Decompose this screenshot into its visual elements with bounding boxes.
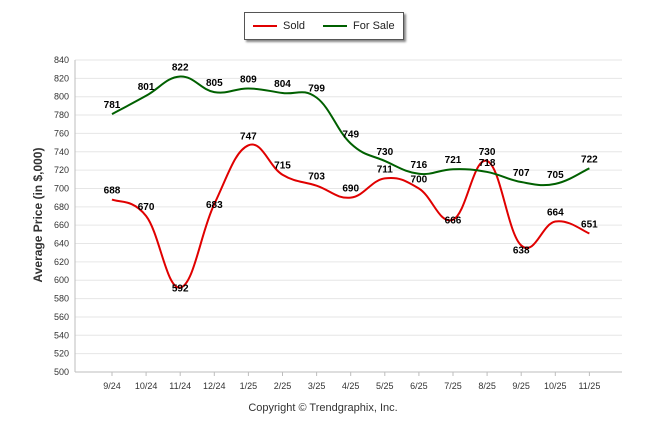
- y-tick-720: 720: [54, 165, 69, 175]
- sold-swatch: [253, 25, 277, 27]
- y-tick-760: 760: [54, 128, 69, 138]
- data-label-for-sale-1: 801: [138, 82, 155, 93]
- data-label-for-sale-13: 705: [547, 170, 564, 181]
- data-label-for-sale-6: 799: [308, 84, 325, 95]
- x-tick-12-24: 12/24: [203, 381, 226, 391]
- y-tick-800: 800: [54, 92, 69, 102]
- data-label-for-sale-7: 749: [342, 130, 359, 141]
- y-tick-820: 820: [54, 73, 69, 83]
- x-tick-3-25: 3/25: [308, 381, 326, 391]
- data-label-for-sale-12: 707: [513, 168, 530, 179]
- data-label-sold-2: 592: [172, 284, 189, 295]
- y-tick-840: 840: [54, 55, 69, 65]
- data-labels: 688 670 592 683 747 715 703 690 711 700 666 730 638 6…: [104, 63, 599, 295]
- x-tick-8-25: 8/25: [478, 381, 496, 391]
- y-tick-740: 740: [54, 147, 69, 157]
- series-line-for-sale: [111, 75, 590, 187]
- x-tick-6-25: 6/25: [410, 381, 428, 391]
- legend-item-for-sale[interactable]: For Sale: [323, 20, 395, 32]
- data-label-for-sale-14: 722: [581, 154, 598, 165]
- y-tick-780: 780: [54, 110, 69, 120]
- x-tick-11-24: 11/24: [169, 381, 191, 391]
- data-label-sold-1: 670: [138, 202, 155, 213]
- y-tick-640: 640: [54, 239, 69, 249]
- for-sale-swatch: [323, 25, 348, 27]
- data-label-sold-3: 683: [206, 200, 223, 211]
- data-label-sold-5: 715: [274, 161, 291, 172]
- legend-label-sold: Sold: [283, 20, 306, 32]
- data-label-for-sale-0: 781: [104, 100, 121, 111]
- data-label-for-sale-11: 718: [479, 158, 496, 169]
- x-tick-10-24: 10/24: [135, 381, 158, 391]
- series-line-sold: [111, 143, 590, 289]
- y-axis-ticks: 500 520 540 560 580 600 620 640 660 680 700 720 740 7…: [54, 55, 69, 377]
- legend[interactable]: Sold For Sale: [244, 12, 404, 40]
- legend-item-sold[interactable]: Sold: [253, 20, 305, 32]
- data-label-for-sale-4: 809: [240, 74, 257, 85]
- data-label-for-sale-2: 822: [172, 63, 189, 74]
- data-label-sold-9: 700: [411, 174, 428, 185]
- x-tick-10-25: 10/25: [544, 381, 567, 391]
- data-label-sold-6: 703: [308, 172, 325, 183]
- y-tick-580: 580: [54, 294, 69, 304]
- data-label-sold-12: 638: [513, 245, 530, 256]
- x-axis-ticks: 9/24 10/24 11/24 12/24 1/25 2/25 3/25 4/25 5/25 6…: [103, 372, 600, 391]
- data-label-sold-8: 711: [377, 164, 394, 175]
- y-tick-600: 600: [54, 275, 69, 285]
- data-label-sold-10: 666: [445, 216, 462, 227]
- x-tick-4-25: 4/25: [342, 381, 360, 391]
- data-label-for-sale-8: 730: [376, 147, 393, 158]
- y-tick-500: 500: [54, 367, 69, 377]
- legend-label-for-sale: For Sale: [353, 20, 395, 32]
- series-lines: [111, 75, 590, 289]
- data-label-sold-11: 730: [479, 147, 496, 158]
- x-tick-9-24: 9/24: [103, 381, 121, 391]
- data-label-sold-0: 688: [104, 185, 121, 196]
- y-tick-520: 520: [54, 349, 69, 359]
- y-tick-560: 560: [54, 312, 69, 322]
- grid-lines: [74, 59, 622, 373]
- data-label-for-sale-5: 804: [274, 79, 291, 90]
- x-tick-1-25: 1/25: [240, 381, 258, 391]
- data-label-sold-13: 664: [547, 208, 564, 219]
- y-axis-label: Average Price (in $,000): [31, 148, 45, 283]
- data-label-for-sale-10: 721: [445, 155, 462, 166]
- x-tick-5-25: 5/25: [376, 381, 394, 391]
- x-tick-9-25: 9/25: [512, 381, 530, 391]
- y-tick-700: 700: [54, 183, 69, 193]
- x-tick-11-25: 11/25: [578, 381, 600, 391]
- x-tick-7-25: 7/25: [444, 381, 462, 391]
- y-tick-620: 620: [54, 257, 69, 267]
- data-label-sold-4: 747: [240, 131, 257, 142]
- data-label-sold-14: 651: [581, 219, 598, 230]
- y-tick-680: 680: [54, 202, 69, 212]
- y-tick-660: 660: [54, 220, 69, 230]
- y-tick-540: 540: [54, 330, 69, 340]
- data-label-for-sale-3: 805: [206, 78, 223, 89]
- data-label-for-sale-9: 716: [411, 160, 428, 171]
- x-tick-2-25: 2/25: [274, 381, 292, 391]
- data-label-sold-7: 690: [342, 184, 359, 195]
- copyright-text: Copyright © Trendgraphix, Inc.: [248, 402, 398, 414]
